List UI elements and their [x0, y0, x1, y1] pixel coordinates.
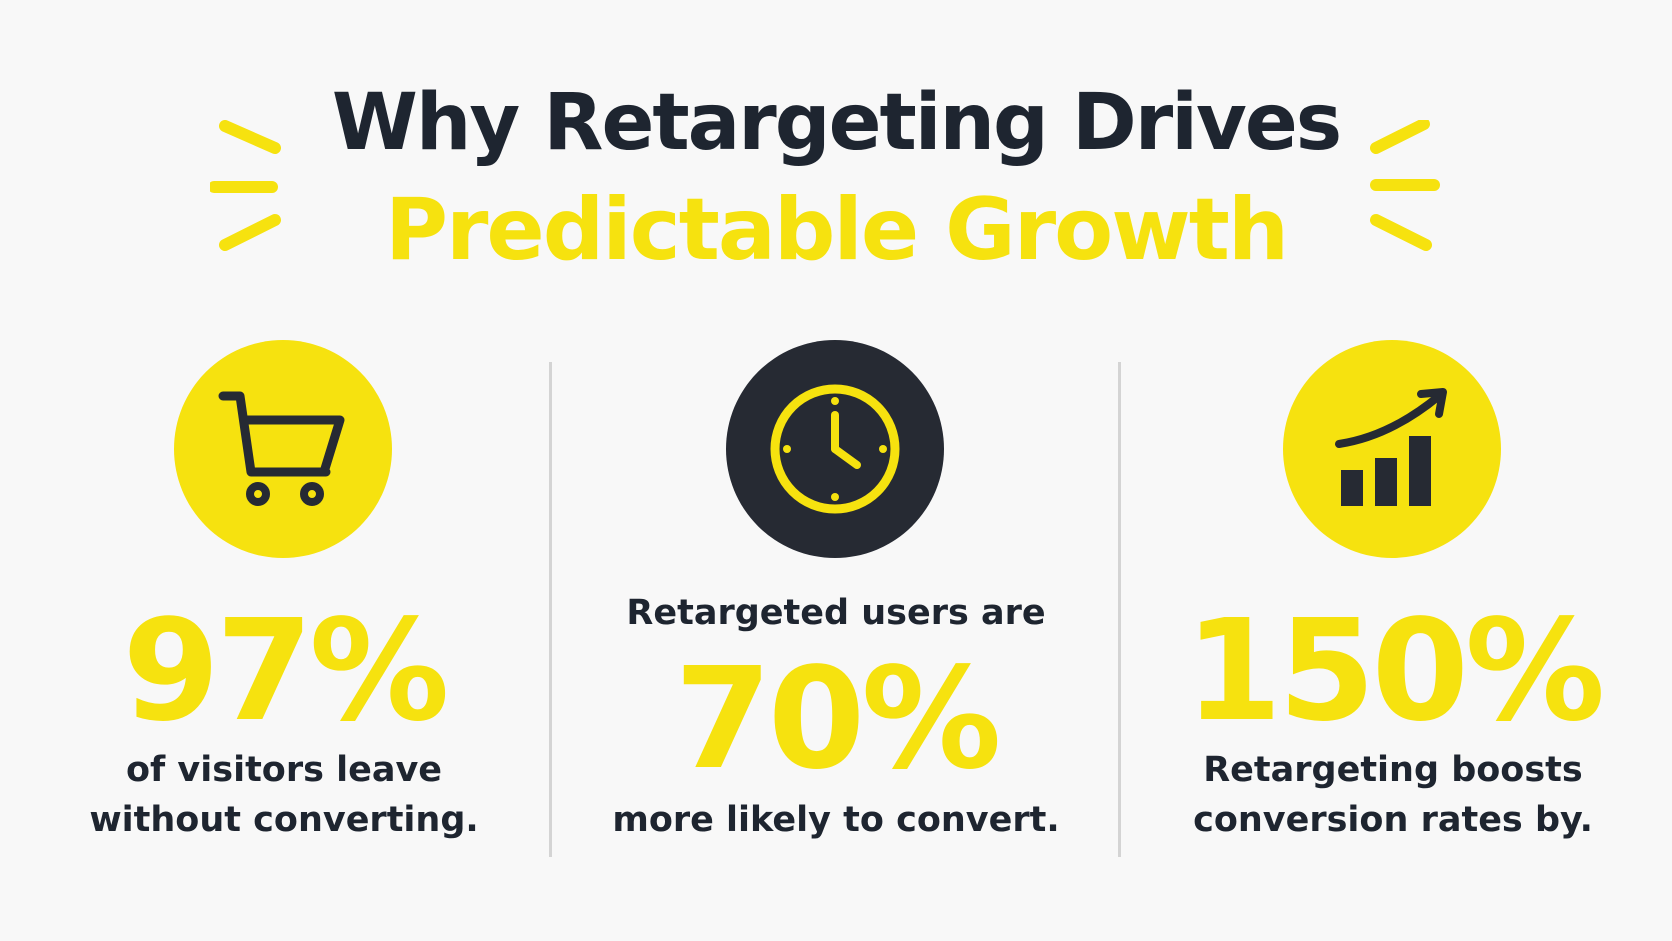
growth-badge [1283, 340, 1501, 558]
stat-description-line: without converting. [89, 800, 479, 840]
stat-value: 150% [1184, 590, 1606, 753]
growth-chart-icon [1335, 388, 1447, 506]
stat-description-line: Retargeting boosts [1203, 750, 1583, 790]
clock-icon [770, 384, 900, 514]
stat-prefix: Retargeted users are [626, 593, 1046, 633]
clock-badge [726, 340, 944, 558]
highlight-burst-left-icon [210, 120, 281, 251]
title-line-2: Predictable Growth [384, 180, 1289, 280]
stat-description-line: of visitors leave [125, 750, 443, 790]
stat-value: 97% [122, 590, 449, 753]
title-line-1: Why Retargeting Drives [331, 78, 1342, 168]
stat-value: 70% [674, 638, 1001, 801]
column-divider [1118, 362, 1121, 857]
stat-description: of visitors leave without converting. [14, 745, 554, 845]
highlight-burst-right-icon [1370, 120, 1440, 251]
shopping-cart-icon [218, 391, 345, 506]
stat-description: Retargeting boosts conversion rates by. [1123, 745, 1663, 845]
column-divider [549, 362, 552, 857]
cart-badge [174, 340, 392, 558]
stat-suffix: more likely to convert. [612, 800, 1060, 840]
stat-description-line: conversion rates by. [1193, 800, 1593, 840]
